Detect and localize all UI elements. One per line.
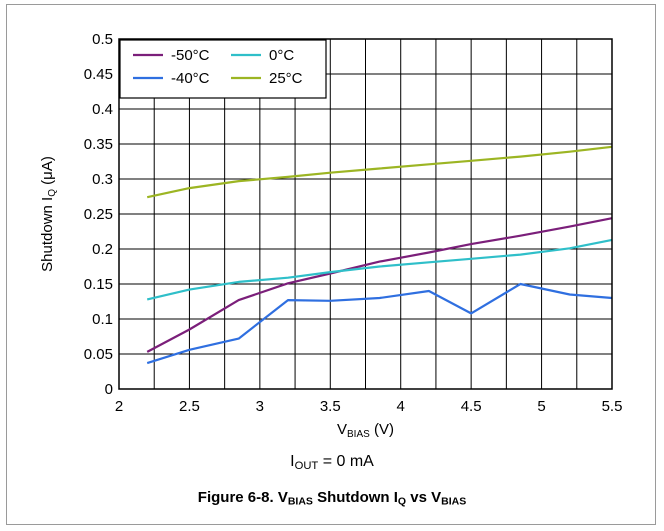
y-tick-label: 0.25 <box>84 206 113 223</box>
legend-box <box>119 39 327 99</box>
y-tick-label: 0.3 <box>92 171 113 188</box>
y-tick-label: 0.5 <box>92 31 113 48</box>
x-tick-label: 4 <box>397 398 405 415</box>
y-tick-label: 0.05 <box>84 346 113 363</box>
figure-caption: Figure 6-8. VBIAS Shutdown IQ vs VBIAS <box>197 489 467 508</box>
x-tick-label: 2.5 <box>179 398 200 415</box>
series-lines <box>146 145 613 365</box>
chart: 2 2.5 3 3.5 4 4.5 5 5.5 0 0.05 0.1 0.15 0.2 0.25 0.3 0.… <box>39 31 623 440</box>
y-axis-label: Shutdown IQ (μA) <box>39 156 58 272</box>
x-tick-label: 2 <box>115 398 123 415</box>
x-tick-label: 5 <box>537 398 545 415</box>
test-condition: IOUT = 0 mA <box>290 453 374 472</box>
y-tick-label: 0.35 <box>84 136 113 153</box>
y-tick-label: 0.15 <box>84 276 113 293</box>
x-axis-label: VBIAS (V) <box>337 421 394 440</box>
y-tick-label: 0.2 <box>92 241 113 258</box>
series-line <box>146 238 613 301</box>
y-tick-label: 0.1 <box>92 311 113 328</box>
x-tick-label: 5.5 <box>602 398 623 415</box>
figure-frame <box>6 4 656 525</box>
y-tick-label: 0.45 <box>84 66 113 83</box>
grid <box>118 38 613 390</box>
series-line <box>146 217 613 353</box>
legend-label: 0°C <box>269 47 294 64</box>
legend: -50°C 0°C -40°C 25°C <box>119 39 327 99</box>
legend-label: -50°C <box>171 47 210 64</box>
series-line <box>146 282 613 365</box>
legend-label: -40°C <box>171 70 210 87</box>
y-tick-label: 0 <box>105 381 113 398</box>
legend-label: 25°C <box>269 70 303 87</box>
tick-labels: 2 2.5 3 3.5 4 4.5 5 5.5 0 0.05 0.1 0.15 0.2 0.25 0.3 0.… <box>84 31 623 415</box>
x-tick-label: 4.5 <box>461 398 482 415</box>
series-line <box>146 145 613 199</box>
x-tick-label: 3 <box>256 398 264 415</box>
y-tick-label: 0.4 <box>92 101 113 118</box>
plot-border <box>118 38 613 390</box>
x-tick-label: 3.5 <box>320 398 341 415</box>
